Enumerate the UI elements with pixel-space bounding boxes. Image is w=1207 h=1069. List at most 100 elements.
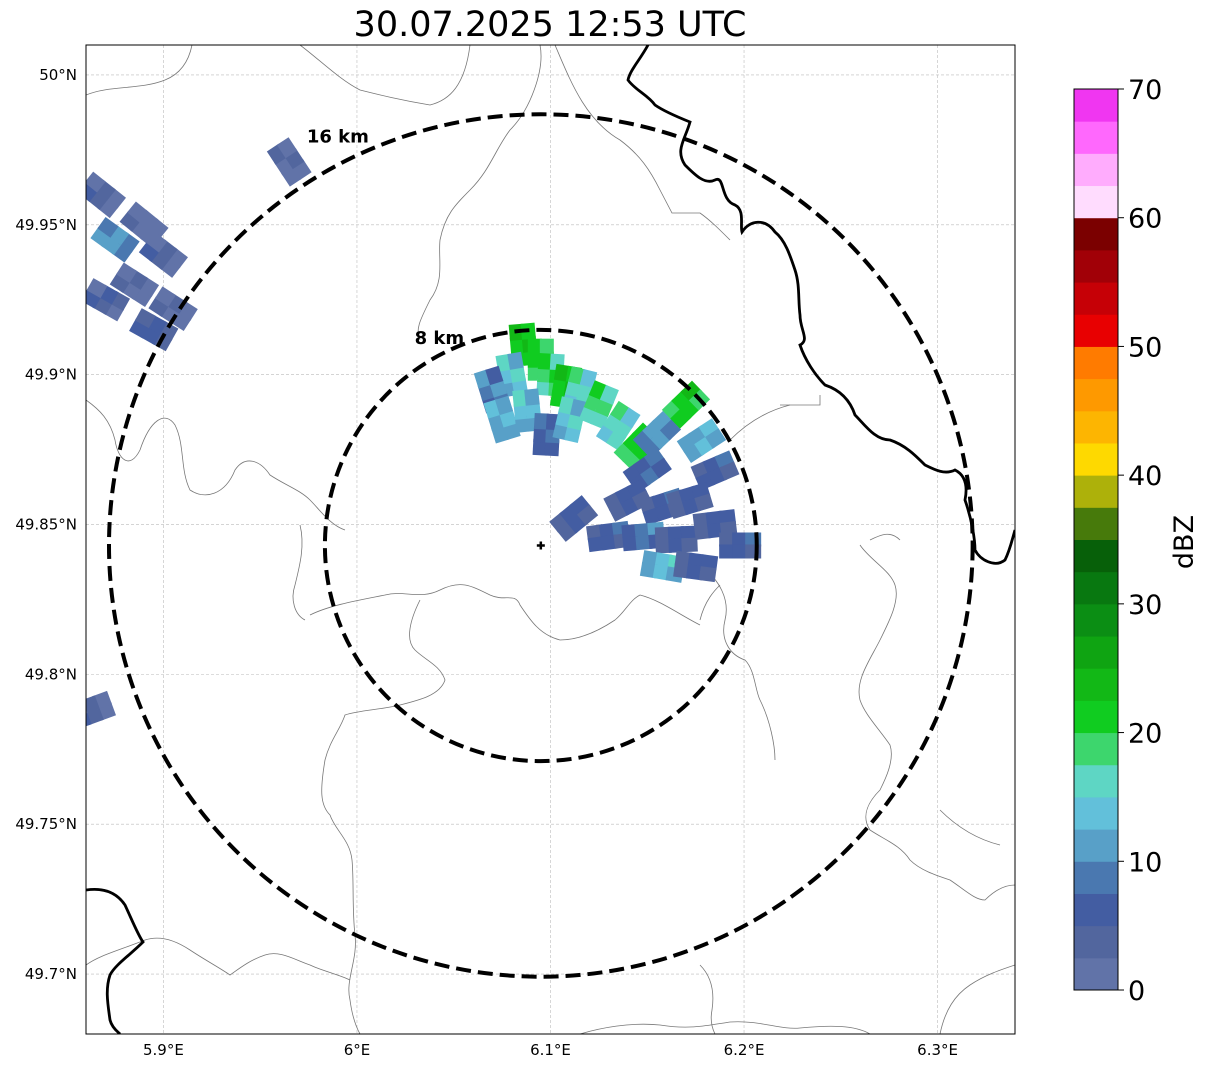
lat-tick-label: 49.95°N (15, 216, 77, 234)
echo-bin (86, 711, 92, 730)
echo-bin (86, 171, 106, 193)
colorbar-frame (1073, 88, 1119, 991)
echo-bin (154, 286, 176, 307)
echo-bin (667, 526, 685, 541)
colorbar-tick-label: 30 (1128, 590, 1162, 621)
echo-cell (109, 262, 160, 308)
echo-bin (553, 363, 571, 382)
colorbar-swatch (1074, 282, 1118, 315)
echo-bin (745, 544, 762, 559)
echo-bin (544, 439, 560, 457)
colorbar-swatch (1074, 829, 1118, 862)
echo-bin (599, 384, 619, 405)
colorbar-swatch (1074, 249, 1118, 283)
lon-tick-label: 6.1°E (530, 1041, 571, 1059)
echo-bin (681, 537, 698, 553)
echo-cell (90, 216, 140, 263)
reflectivity-echoes (86, 137, 762, 730)
national-boundaries (86, 45, 1015, 1034)
echo-bin (576, 504, 599, 526)
colorbar-swatch (1074, 796, 1118, 830)
echo-bin (532, 438, 548, 456)
echo-bin (634, 522, 652, 539)
echo-bin (651, 410, 673, 432)
echo-bin (622, 535, 640, 552)
colorbar-swatch (1074, 700, 1118, 734)
echo-cell (719, 532, 762, 559)
lon-tick-label: 6°E (344, 1041, 371, 1059)
echo-bin (276, 137, 298, 159)
colorbar-swatch (1074, 603, 1118, 637)
echo-bin (536, 378, 552, 396)
colorbar-swatch (1074, 217, 1118, 251)
longitude-ticks: 5.9°E 6°E 6.1°E 6.2°E 6.3°E (143, 1041, 958, 1059)
echo-bin (687, 552, 706, 569)
lon-tick-label: 6.2°E (724, 1041, 765, 1059)
colorbar-swatch (1074, 314, 1118, 347)
echo-bin (621, 523, 639, 540)
colorbar-swatch (1074, 507, 1118, 540)
echo-bin (587, 536, 606, 553)
colorbar-swatch (1074, 668, 1118, 701)
echo-bin (655, 538, 672, 554)
map-plot-area: 8 km 16 km (85, 44, 1016, 1035)
echo-bin (685, 564, 704, 581)
echo-bin (680, 525, 698, 541)
echo-bin (485, 365, 504, 386)
echo-cell (86, 690, 116, 730)
echo-bin (533, 425, 549, 443)
lat-tick-label: 49.7°N (25, 965, 77, 983)
colorbar-swatch (1074, 153, 1118, 187)
echo-bin (635, 534, 653, 551)
echo-bin (569, 495, 591, 517)
echo-cell (512, 388, 543, 433)
echo-cell (676, 418, 727, 463)
lon-tick-label: 5.9°E (143, 1041, 184, 1059)
echo-bin (598, 522, 617, 539)
colorbar-swatch (1074, 442, 1118, 476)
echo-cell (86, 278, 131, 322)
colorbar-swatch (1074, 346, 1118, 380)
echo-bin (90, 226, 112, 248)
colorbar-swatch (1074, 378, 1118, 412)
echo-bin (138, 241, 161, 263)
echo-bin (514, 415, 531, 433)
echo-bin (127, 201, 149, 223)
echo-cell (665, 482, 714, 520)
echo-cell (266, 137, 312, 187)
echo-bin (579, 369, 598, 388)
latitude-ticks: 50°N 49.95°N 49.9°N 49.85°N 49.8°N 49.75°N 49.… (15, 66, 77, 983)
echo-bin (719, 532, 736, 547)
echo-bin (513, 402, 530, 420)
echo-bin (694, 524, 712, 540)
echo-bin (732, 532, 749, 547)
range-ring (106, 112, 975, 979)
echo-bin (668, 538, 685, 553)
map-frame (85, 44, 1016, 1035)
echo-bin (539, 338, 554, 355)
echo-bin (86, 278, 108, 299)
echo-bin (512, 389, 528, 407)
echo-cell (692, 509, 738, 540)
echo-bin (134, 308, 156, 329)
echo-bin (537, 352, 553, 370)
echo-bin (673, 562, 691, 579)
echo-bin (643, 447, 666, 469)
range-ring-label: 16 km (307, 126, 369, 147)
colorbar-swatches (1074, 89, 1118, 991)
echo-bin (700, 554, 719, 571)
echo-bin (718, 509, 736, 525)
echo-bin (698, 566, 717, 583)
colorbar-swatch (1074, 571, 1118, 605)
echo-cell (632, 410, 682, 459)
echo-bin (495, 353, 512, 372)
colorbar-tick-label: 20 (1128, 719, 1162, 750)
echo-bin (109, 272, 131, 293)
echo-bin (586, 524, 604, 541)
echo-bin (732, 544, 749, 559)
echo-bin (86, 695, 100, 715)
echo-bin (86, 699, 88, 719)
echo-bin (620, 407, 641, 429)
colorbar-swatch (1074, 410, 1118, 444)
echo-bin (705, 510, 724, 527)
